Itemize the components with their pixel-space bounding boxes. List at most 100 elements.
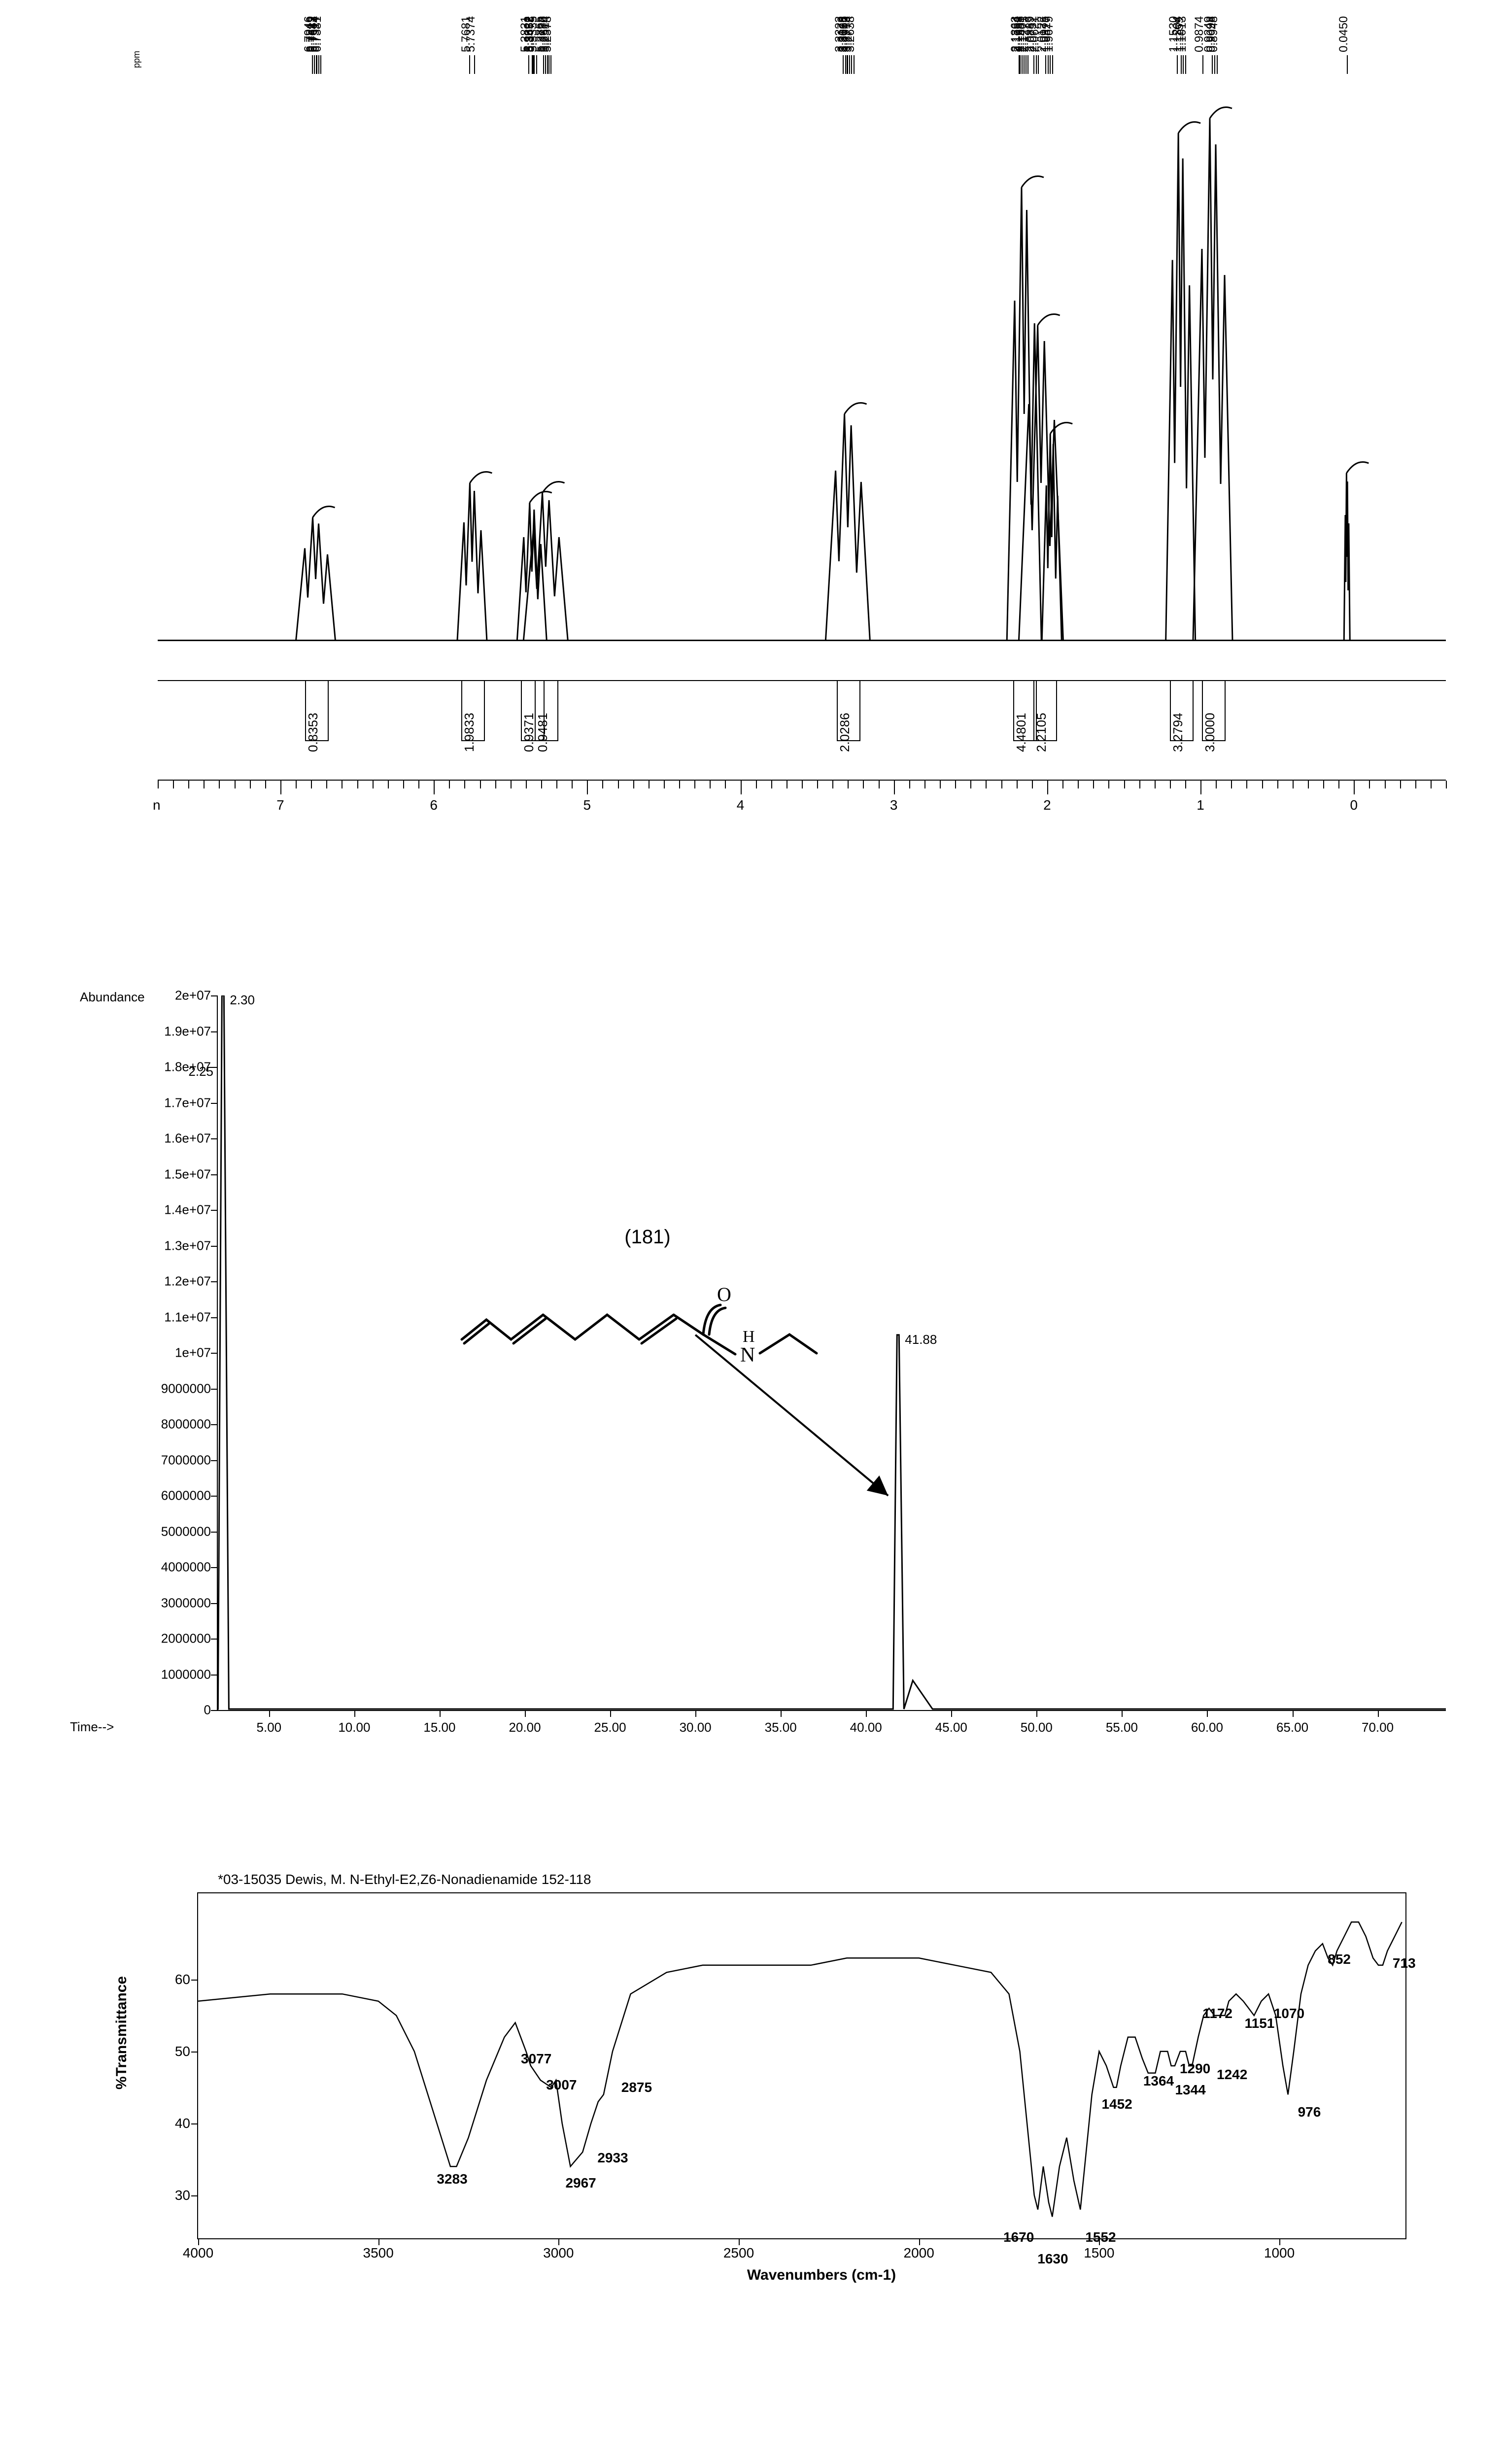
ir-peak-label: 1242 xyxy=(1217,2067,1247,2083)
gc-time-label: Time--> xyxy=(70,1719,114,1735)
gc-chromatogram: Abundance Time--> xyxy=(59,995,1446,1784)
gc-x-label: 10.00 xyxy=(338,1720,370,1735)
ir-peak-label: 3077 xyxy=(521,2051,551,2067)
gc-y-label: 1000000 xyxy=(161,1667,211,1682)
ir-x-tick-label: 1500 xyxy=(1084,2245,1114,2261)
gc-x-label: 65.00 xyxy=(1276,1720,1308,1735)
ir-x-tick-label: 3500 xyxy=(363,2245,394,2261)
ir-peak-label: 852 xyxy=(1328,1951,1351,1967)
nmr-axis-label: 5 xyxy=(583,797,591,813)
gc-x-label: 45.00 xyxy=(935,1720,967,1735)
gc-y-label: 0 xyxy=(204,1703,211,1718)
nmr-x-axis: 01234567n xyxy=(158,780,1446,825)
ir-y-tick-label: 60 xyxy=(175,1972,190,1987)
gc-y-label: 5000000 xyxy=(161,1524,211,1539)
gc-y-label: 2000000 xyxy=(161,1631,211,1646)
gc-y-label: 1.7e+07 xyxy=(164,1095,211,1110)
nmr-axis-label: 3 xyxy=(890,797,898,813)
ir-peak-label: 2933 xyxy=(597,2150,628,2166)
nmr-axis-label: 1 xyxy=(1197,797,1204,813)
nmr-spectrum: ppm 6.79466.78196.76876.76436.75146.7381… xyxy=(59,39,1446,887)
gc-y-label: 1.6e+07 xyxy=(164,1131,211,1146)
nmr-axis-label: 7 xyxy=(276,797,284,813)
ir-x-axis-label: Wavenumbers (cm-1) xyxy=(747,2267,896,2284)
ir-x-tick-label: 2500 xyxy=(723,2245,754,2261)
nmr-plot-area: 6.79466.78196.76876.76436.75146.73815.76… xyxy=(158,39,1446,681)
gc-x-label: 40.00 xyxy=(850,1720,882,1735)
nmr-ppm-tag: ppm xyxy=(132,51,142,68)
nmr-integral-value: 0.9481 xyxy=(535,713,550,752)
gc-plot-area: Abundance Time--> xyxy=(217,995,1446,1711)
nmr-integral-value: 3.2794 xyxy=(1170,713,1186,752)
gc-y-label: 1e+07 xyxy=(175,1345,211,1361)
nmr-axis-label: 0 xyxy=(1350,797,1358,813)
gc-y-label: 1.2e+07 xyxy=(164,1274,211,1289)
ir-y-tick-label: 40 xyxy=(175,2116,190,2131)
nmr-integral-value: 2.0286 xyxy=(837,713,853,752)
ir-x-tick-label: 3000 xyxy=(543,2245,574,2261)
gc-x-label: 35.00 xyxy=(765,1720,797,1735)
ir-peak-label: 3007 xyxy=(546,2077,577,2093)
gc-peak-label: 41.88 xyxy=(905,1332,937,1347)
nmr-integral-value: 0.8353 xyxy=(306,713,321,752)
ir-x-tick-label: 2000 xyxy=(904,2245,934,2261)
ir-peak-label: 1552 xyxy=(1085,2229,1116,2245)
gc-x-label: 70.00 xyxy=(1362,1720,1394,1735)
ir-peak-label: 1070 xyxy=(1274,2006,1304,2021)
gc-y-label: 3000000 xyxy=(161,1595,211,1610)
ir-x-tick-label: 1000 xyxy=(1264,2245,1295,2261)
ir-spectrum: %Transmittance *03-15035 Dewis, M. N-Eth… xyxy=(59,1892,1446,2336)
nmr-peaks-svg xyxy=(158,39,1446,680)
gc-x-label: 60.00 xyxy=(1191,1720,1223,1735)
ir-peak-label: 1364 xyxy=(1143,2073,1174,2089)
gc-y-label: 1.9e+07 xyxy=(164,1024,211,1039)
ir-peak-label: 1344 xyxy=(1175,2082,1205,2098)
ir-peak-label: 1290 xyxy=(1180,2061,1210,2077)
gc-peaks-svg xyxy=(218,995,1446,1710)
ir-peak-label: 1670 xyxy=(1003,2229,1034,2245)
gc-x-label: 55.00 xyxy=(1106,1720,1138,1735)
ir-y-tick-label: 30 xyxy=(175,2188,190,2203)
gc-peak-label: 2.30 xyxy=(230,992,255,1008)
ir-x-tick-label: 4000 xyxy=(183,2245,213,2261)
gc-x-label: 15.00 xyxy=(423,1720,455,1735)
gc-x-label: 5.00 xyxy=(257,1720,282,1735)
gc-y-label: 7000000 xyxy=(161,1452,211,1468)
ir-y-tick-label: 50 xyxy=(175,2044,190,2059)
gc-x-label: 50.00 xyxy=(1021,1720,1053,1735)
nmr-integral-value: 1.9833 xyxy=(462,713,477,752)
gc-y-label: 9000000 xyxy=(161,1381,211,1396)
ir-plot-area: *03-15035 Dewis, M. N-Ethyl-E2,Z6-Nonadi… xyxy=(197,1892,1406,2239)
ir-peak-label: 1452 xyxy=(1101,2096,1132,2112)
gc-y-label: 1.3e+07 xyxy=(164,1238,211,1253)
ir-title: *03-15035 Dewis, M. N-Ethyl-E2,Z6-Nonadi… xyxy=(218,1872,591,1887)
gc-peak-label: 2.25 xyxy=(188,1064,213,1079)
nmr-axis-label: 2 xyxy=(1043,797,1051,813)
gc-y-label: 1.5e+07 xyxy=(164,1166,211,1182)
ir-peak-label: 2875 xyxy=(621,2080,652,2095)
nmr-integral-value: 2.2105 xyxy=(1034,713,1049,752)
ir-peak-label: 1172 xyxy=(1202,2006,1232,2021)
ir-y-axis-label: %Transmittance xyxy=(113,1976,130,2089)
nmr-axis-label: 4 xyxy=(737,797,745,813)
gc-x-label: 20.00 xyxy=(509,1720,541,1735)
gc-y-label: 2e+07 xyxy=(175,988,211,1003)
ir-peak-label: 3283 xyxy=(437,2171,467,2187)
nmr-integral-value: 4.4801 xyxy=(1014,713,1029,752)
gc-x-label: 30.00 xyxy=(680,1720,712,1735)
nmr-axis-label: 6 xyxy=(430,797,438,813)
ir-peak-label: 2967 xyxy=(565,2175,596,2191)
gc-y-label: 1.4e+07 xyxy=(164,1202,211,1218)
gc-y-label: 8000000 xyxy=(161,1417,211,1432)
gc-y-label: 4000000 xyxy=(161,1560,211,1575)
gc-x-label: 25.00 xyxy=(594,1720,626,1735)
ir-peak-label: 1151 xyxy=(1245,2016,1275,2031)
ir-peak-label: 976 xyxy=(1298,2104,1321,2120)
gc-y-label: 1.1e+07 xyxy=(164,1309,211,1325)
ir-peak-label: 1630 xyxy=(1037,2251,1068,2267)
nmr-integral-value: 3.0000 xyxy=(1202,713,1218,752)
gc-title: Abundance xyxy=(80,990,145,1005)
gc-y-label: 6000000 xyxy=(161,1488,211,1504)
ir-peak-label: 713 xyxy=(1393,1955,1416,1971)
nmr-integral-row: 0.83531.98330.93710.94812.02864.48012.21… xyxy=(158,680,1446,749)
